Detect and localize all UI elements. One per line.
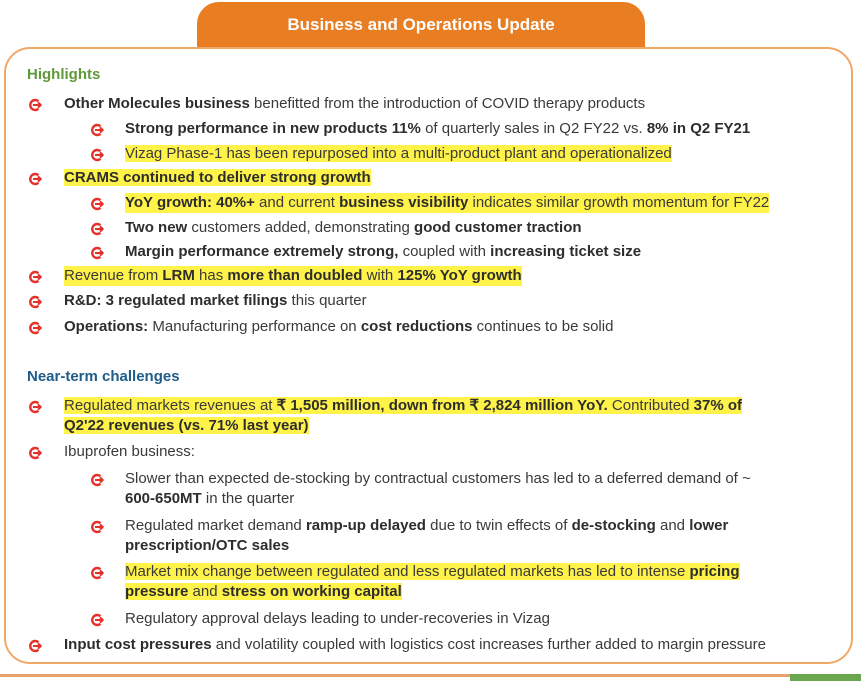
challenge-regulatory-delays: Regulatory approval delays leading to un… xyxy=(125,610,550,627)
bullet-icon xyxy=(28,639,42,653)
highlight-yoy-growth: YoY growth: 40%+ and current business vi… xyxy=(125,193,770,213)
highlight-new-products: Strong performance in new products 11% o… xyxy=(125,120,751,137)
bullet-icon xyxy=(90,148,104,162)
challenge-rampup-cont: prescription/OTC sales xyxy=(125,537,290,554)
bullet-icon xyxy=(28,98,42,112)
bullet-icon xyxy=(28,321,42,335)
bullet-icon xyxy=(90,123,104,137)
bullet-icon xyxy=(28,446,42,460)
bullet-icon xyxy=(90,197,104,211)
highlight-operations: Operations: Manufacturing performance on… xyxy=(64,318,614,335)
highlight-lrm-revenue: Revenue from LRM has more than doubled w… xyxy=(64,266,522,286)
challenge-market-mix-cont: pressure and stress on working capital xyxy=(125,583,402,600)
highlight-rnd: R&D: 3 regulated market filings this qua… xyxy=(64,292,367,309)
challenge-rampup: Regulated market demand ramp-up delayed … xyxy=(125,517,729,534)
bullet-icon xyxy=(90,520,104,534)
bullet-icon xyxy=(28,172,42,186)
challenge-ibuprofen: Ibuprofen business: xyxy=(64,443,195,460)
footer-accent xyxy=(790,674,861,681)
bullet-icon xyxy=(90,222,104,236)
challenge-destocking-cont: 600-650MT in the quarter xyxy=(125,490,295,507)
highlights-heading: Highlights xyxy=(27,66,101,83)
challenge-regulated-markets-cont: Q2'22 revenues (vs. 71% last year) xyxy=(64,417,309,434)
bullet-icon xyxy=(28,295,42,309)
challenge-destocking: Slower than expected de-stocking by cont… xyxy=(125,470,751,487)
challenges-heading: Near-term challenges xyxy=(27,368,180,385)
content-frame xyxy=(4,47,853,664)
challenge-input-cost: Input cost pressures and volatility coup… xyxy=(64,636,766,653)
bullet-icon xyxy=(90,566,104,580)
highlight-new-customers: Two new customers added, demonstrating g… xyxy=(125,219,582,236)
bullet-icon xyxy=(28,270,42,284)
bullet-icon xyxy=(28,400,42,414)
slide-title: Business and Operations Update xyxy=(197,2,645,47)
challenge-regulated-markets: Regulated markets revenues at ₹ 1,505 mi… xyxy=(64,397,742,414)
highlight-other-molecules: Other Molecules business benefitted from… xyxy=(64,95,646,112)
challenge-market-mix: Market mix change between regulated and … xyxy=(125,563,740,580)
highlight-crams: CRAMS continued to deliver strong growth xyxy=(64,169,371,186)
bullet-icon xyxy=(90,473,104,487)
footer-divider xyxy=(0,674,861,677)
bullet-icon xyxy=(90,246,104,260)
bullet-icon xyxy=(90,613,104,627)
highlight-margin: Margin performance extremely strong, cou… xyxy=(125,243,642,260)
highlight-vizag: Vizag Phase-1 has been repurposed into a… xyxy=(125,145,672,162)
